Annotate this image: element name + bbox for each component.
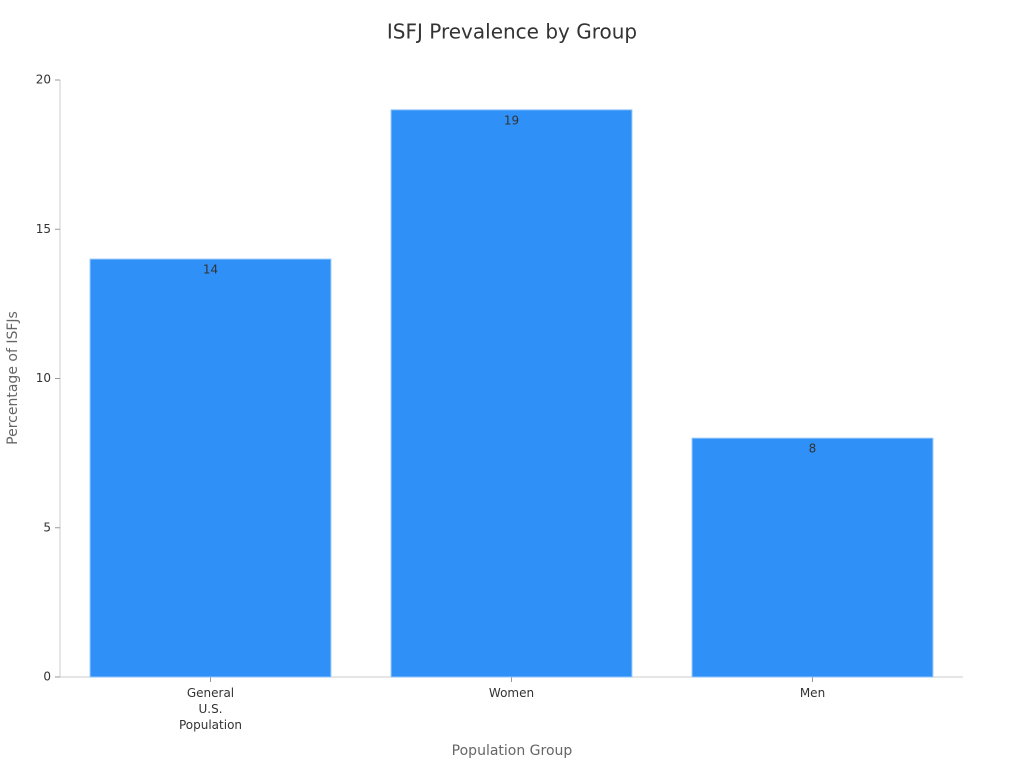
chart-title: ISFJ Prevalence by Group (387, 20, 637, 44)
bar (390, 109, 633, 678)
y-tick-label: 20 (36, 73, 51, 87)
value-label: 14 (203, 263, 218, 277)
x-tick-label: Men (800, 686, 825, 700)
y-tick-label: 0 (43, 670, 51, 684)
x-tick-label: General U.S. Population (179, 686, 242, 732)
y-tick-label: 15 (36, 222, 51, 236)
x-axis-label: Population Group (452, 743, 573, 759)
y-tick-label: 10 (36, 371, 51, 385)
value-label: 8 (809, 442, 817, 456)
y-axis-label: Percentage of ISFJs (5, 311, 21, 445)
value-label: 19 (504, 113, 519, 127)
bar (89, 258, 332, 678)
bar (691, 437, 934, 678)
x-tick-label: Women (489, 686, 534, 700)
y-tick-label: 5 (43, 520, 51, 534)
